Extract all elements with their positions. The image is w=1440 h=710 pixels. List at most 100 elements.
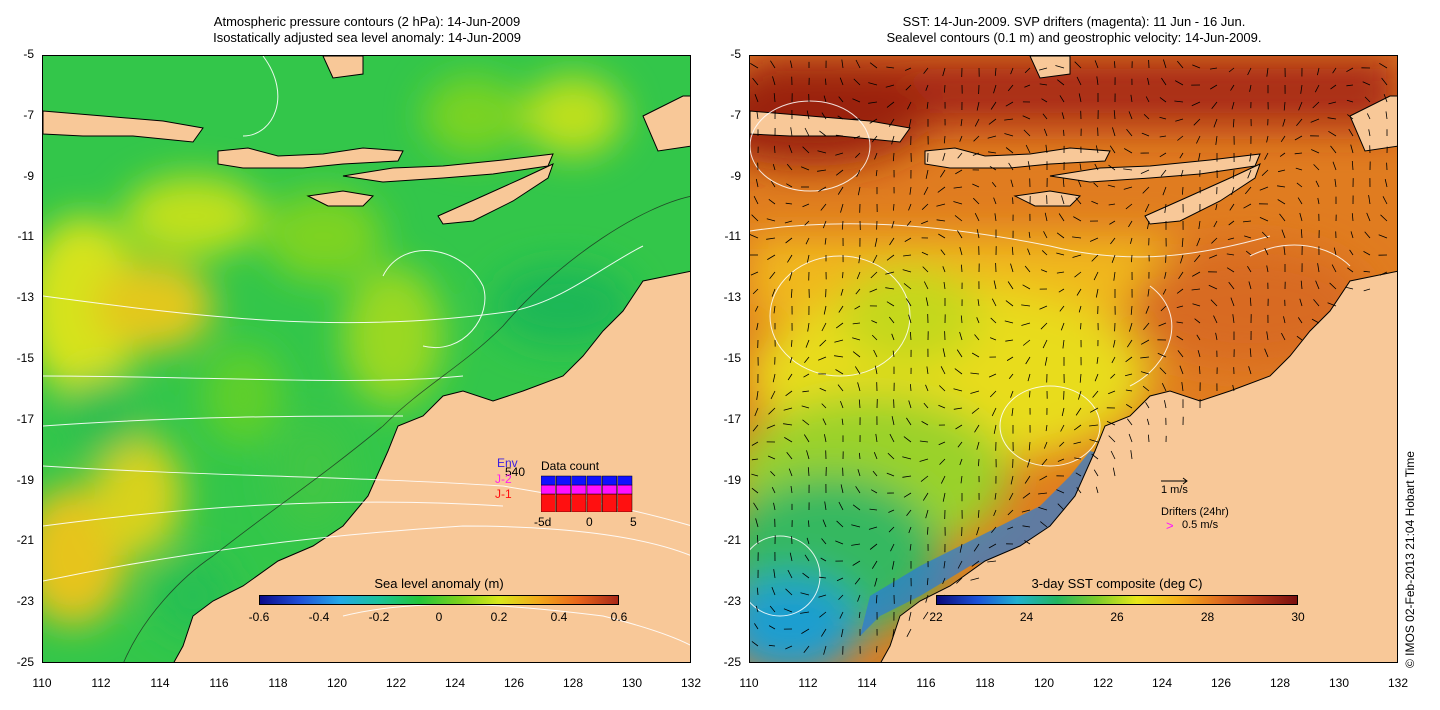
velocity-arrow bbox=[1162, 288, 1167, 295]
velocity-arrow bbox=[1328, 130, 1337, 137]
right-lon-tick-124: 124 bbox=[1152, 676, 1173, 690]
velocity-arrow bbox=[1140, 169, 1150, 174]
velocity-arrow bbox=[1248, 366, 1252, 375]
velocity-arrow bbox=[993, 197, 997, 205]
velocity-arrow bbox=[852, 351, 861, 358]
velocity-arrow bbox=[857, 186, 861, 196]
velocity-arrow bbox=[1125, 389, 1133, 392]
velocity-arrow bbox=[1038, 67, 1048, 71]
velocity-arrow bbox=[1076, 487, 1082, 494]
velocity-arrow bbox=[892, 628, 895, 637]
velocity-arrow bbox=[1025, 356, 1031, 365]
velocity-arrow bbox=[804, 127, 810, 137]
velocity-arrow bbox=[853, 135, 861, 139]
velocity-arrow bbox=[1232, 384, 1235, 392]
velocity-arrow bbox=[786, 451, 793, 460]
velocity-arrow bbox=[942, 152, 946, 161]
velocity-arrow bbox=[1075, 407, 1082, 416]
velocity-arrow bbox=[976, 317, 980, 324]
velocity-arrow bbox=[1331, 264, 1337, 273]
velocity-arrow bbox=[1024, 84, 1031, 88]
velocity-arrow bbox=[1347, 114, 1354, 120]
velocity-arrow bbox=[940, 475, 946, 484]
velocity-arrow bbox=[1073, 441, 1082, 445]
velocity-arrow bbox=[1242, 220, 1252, 223]
data-count-bar-env bbox=[541, 475, 556, 486]
velocity-arrow bbox=[1043, 128, 1048, 137]
velocity-arrow bbox=[960, 475, 963, 484]
sumbawa-flores-islands bbox=[1049, 153, 1261, 183]
velocity-arrow bbox=[1027, 373, 1031, 382]
velocity-arrow bbox=[1130, 237, 1133, 245]
velocity-arrow bbox=[923, 281, 929, 290]
java-island bbox=[750, 110, 911, 143]
velocity-arrow bbox=[756, 111, 759, 120]
velocity-arrow bbox=[821, 112, 827, 120]
velocity-arrow bbox=[1243, 203, 1252, 209]
velocity-arrow bbox=[919, 440, 929, 443]
velocity-arrow bbox=[773, 502, 776, 511]
velocity-arrow bbox=[923, 67, 929, 74]
velocity-arrow bbox=[1022, 339, 1031, 346]
velocity-arrow bbox=[1123, 168, 1133, 171]
velocity-arrow bbox=[1061, 195, 1065, 205]
velocity-arrow bbox=[987, 135, 997, 139]
velocity-arrow bbox=[905, 298, 912, 307]
velocity-arrow bbox=[1349, 249, 1354, 256]
left-lat-tick--21: -21 bbox=[16, 533, 34, 548]
velocity-arrow bbox=[1193, 254, 1201, 263]
velocity-arrow bbox=[1296, 182, 1303, 188]
velocity-arrow bbox=[1109, 145, 1116, 154]
right-lon-tick-126: 126 bbox=[1211, 676, 1232, 690]
data-count-bar-j1 bbox=[586, 493, 602, 512]
velocity-arrow bbox=[902, 269, 912, 273]
velocity-arrow bbox=[974, 424, 980, 433]
velocity-arrow bbox=[1213, 315, 1218, 324]
velocity-arrow bbox=[1363, 288, 1371, 292]
velocity-arrow bbox=[1093, 271, 1099, 281]
velocity-arrow bbox=[1159, 152, 1167, 158]
velocity-arrow bbox=[818, 594, 827, 598]
data-count-bar-j2 bbox=[602, 484, 617, 495]
velocity-arrow bbox=[906, 220, 912, 226]
velocity-arrow bbox=[1010, 67, 1014, 75]
velocity-arrow bbox=[802, 419, 810, 426]
velocity-arrow bbox=[1297, 197, 1303, 205]
velocity-arrow bbox=[838, 594, 844, 600]
velocity-arrow bbox=[920, 475, 929, 482]
velocity-arrow bbox=[990, 317, 997, 324]
velocity-arrow bbox=[1210, 299, 1218, 307]
velocity-arrow bbox=[1159, 116, 1167, 120]
sst-colorbar bbox=[936, 595, 1298, 605]
velocity-arrow bbox=[1027, 458, 1031, 468]
velocity-arrow bbox=[1147, 288, 1150, 297]
velocity-arrow bbox=[1159, 135, 1167, 138]
velocity-arrow bbox=[1010, 179, 1014, 188]
velocity-arrow bbox=[1021, 304, 1031, 307]
velocity-arrow bbox=[1007, 84, 1014, 92]
data-count-bar-env bbox=[586, 475, 602, 486]
velocity-arrow bbox=[1080, 322, 1082, 330]
inset-xtick-0: -5d bbox=[534, 515, 552, 529]
velocity-arrow bbox=[1056, 271, 1065, 274]
velocity-arrow bbox=[1113, 110, 1116, 120]
velocity-arrow bbox=[876, 645, 878, 653]
velocity-arrow bbox=[824, 434, 827, 443]
velocity-arrow bbox=[940, 249, 946, 256]
velocity-arrow bbox=[908, 118, 912, 128]
velocity-arrow bbox=[939, 169, 946, 178]
velocity-arrow bbox=[835, 169, 844, 176]
velocity-arrow bbox=[1004, 320, 1014, 324]
velocity-arrow bbox=[1232, 314, 1235, 324]
velocity-arrow bbox=[772, 76, 776, 86]
velocity-arrow bbox=[1125, 356, 1133, 363]
velocity-arrow bbox=[1385, 111, 1388, 120]
velocity-arrow bbox=[971, 352, 980, 358]
velocity-arrow bbox=[1041, 458, 1048, 466]
left-lat-tick--17: -17 bbox=[16, 411, 34, 426]
velocity-arrow bbox=[802, 146, 810, 154]
velocity-arrow bbox=[957, 441, 963, 448]
velocity-arrow bbox=[1092, 390, 1099, 398]
velocity-arrow bbox=[994, 492, 997, 500]
velocity-arrow bbox=[1073, 424, 1082, 431]
